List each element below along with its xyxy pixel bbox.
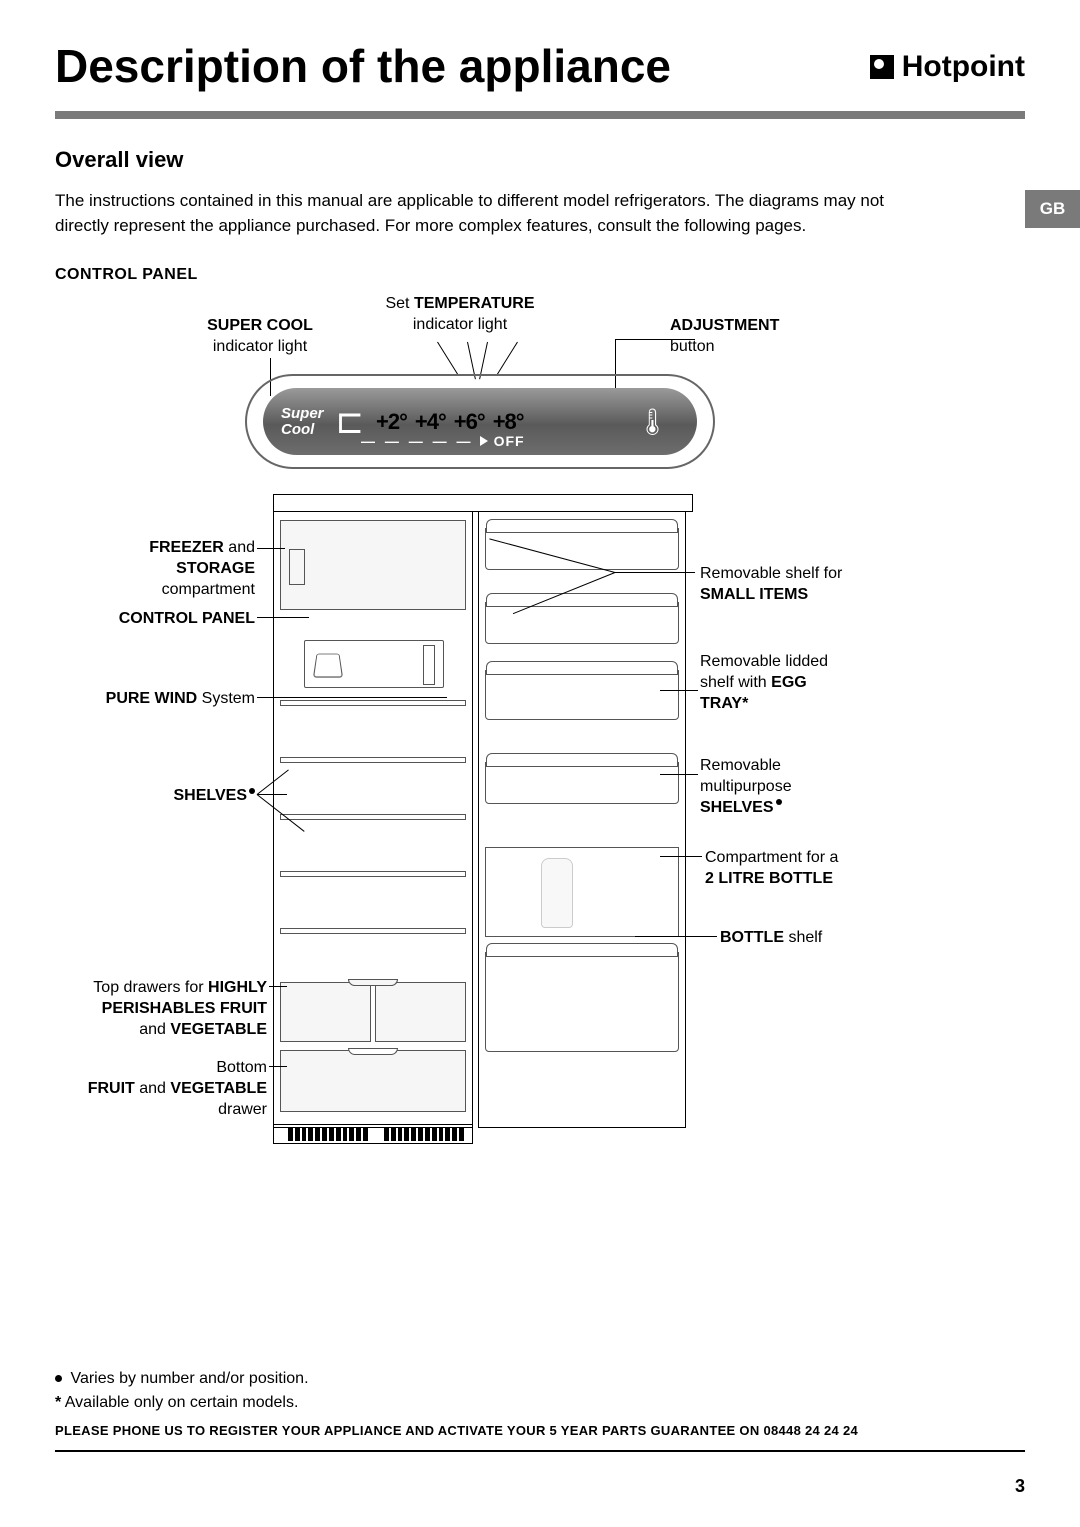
- vent-icon: [384, 1127, 464, 1141]
- label-bottom-drawer: Bottom FRUIT and VEGETABLE drawer: [55, 1058, 267, 1120]
- leader-line: [615, 572, 695, 573]
- freezer-compartment: [280, 520, 466, 610]
- page-title: Description of the appliance: [55, 40, 671, 93]
- register-line: PLEASE PHONE US TO REGISTER YOUR APPLIAN…: [55, 1421, 1025, 1441]
- triangle-icon: [480, 436, 488, 446]
- brand-icon: [870, 55, 894, 79]
- bottle-shelf: [485, 952, 679, 1052]
- leader-line: [635, 936, 717, 937]
- label-egg-tray: Removable lidded shelf with EGG TRAY*: [700, 652, 920, 714]
- shelf: [280, 757, 466, 763]
- section-heading: Overall view: [55, 147, 1025, 173]
- footer-rule: [55, 1450, 1025, 1452]
- leader-line: [269, 986, 287, 987]
- perishables-drawers: [280, 982, 466, 1042]
- label-small-items: Removable shelf for SMALL ITEMS: [700, 564, 920, 606]
- brand-name: Hotpoint: [902, 50, 1025, 84]
- leader-line: [660, 690, 698, 691]
- header-rule: [55, 111, 1025, 119]
- control-unit: [304, 640, 444, 688]
- control-panel-heading: CONTROL PANEL: [55, 266, 1025, 284]
- region-tab: GB: [1025, 190, 1080, 228]
- control-panel-diagram: Super Cool ⊏ +2° +4° +6° +8° — — — — — O…: [245, 374, 715, 469]
- footnote-dot: Varies by number and/or position.: [55, 1367, 1025, 1391]
- label-freezer: FREEZER and STORAGE compartment: [55, 538, 255, 600]
- temperature-readouts: +2° +4° +6° +8°: [376, 409, 524, 435]
- footnotes: Varies by number and/or position. * Avai…: [55, 1367, 1025, 1453]
- fridge-top: [273, 494, 693, 512]
- shelf: [280, 928, 466, 934]
- panel-face: Super Cool ⊏ +2° +4° +6° +8° — — — — — O…: [263, 388, 697, 455]
- leader-line: [269, 1066, 287, 1067]
- leader-line: [257, 794, 287, 795]
- leader-line: [257, 617, 309, 618]
- page-header: Description of the appliance Hotpoint: [55, 40, 1025, 93]
- bottle-compartment: [485, 847, 679, 937]
- label-super-cool: SUPER COOL indicator light: [175, 316, 345, 358]
- label-control-panel: CONTROL PANEL: [55, 609, 255, 630]
- fridge-door: [478, 512, 686, 1128]
- super-cool-text: Super Cool: [281, 406, 324, 438]
- shelf: [280, 871, 466, 877]
- brand-logo: Hotpoint: [870, 50, 1025, 84]
- label-temperature: Set TEMPERATURE indicator light: [355, 294, 565, 336]
- leader-line: [660, 774, 698, 775]
- door-shelf-multi: [485, 762, 679, 804]
- bottle-icon: [541, 858, 573, 928]
- door-shelf-small-items: [485, 602, 679, 644]
- door-shelf-egg-tray: [485, 670, 679, 720]
- label-top-drawers: Top drawers for HIGHLY PERISHABLES FRUIT…: [55, 978, 267, 1040]
- leader-line: [257, 548, 285, 549]
- bottom-drawer: [280, 1050, 466, 1112]
- thermometer-icon: 🌡: [636, 406, 669, 437]
- vent-icon: [288, 1127, 368, 1141]
- off-indicator: — — — — — OFF: [361, 433, 525, 449]
- fridge-base: [273, 1124, 473, 1144]
- fridge-body: [273, 512, 473, 1128]
- label-2l-bottle: Compartment for a 2 LITRE BOTTLE: [705, 848, 925, 890]
- label-adjustment: ADJUSTMENT button: [670, 316, 820, 358]
- bracket-icon: ⊏: [336, 402, 365, 442]
- shelf: [280, 814, 466, 820]
- shelf: [280, 700, 466, 706]
- intro-paragraph: The instructions contained in this manua…: [55, 189, 935, 238]
- label-pure-wind: PURE WIND System: [55, 689, 255, 710]
- leader-line: [660, 856, 702, 857]
- fridge-illustration: [273, 494, 693, 1144]
- label-multi-shelves: Removable multipurpose SHELVES: [700, 756, 920, 818]
- diagram-area: SUPER COOL indicator light Set TEMPERATU…: [55, 294, 1025, 1214]
- label-bottle-shelf: BOTTLE shelf: [720, 928, 940, 949]
- knob-icon: [313, 654, 343, 678]
- leader-line: [615, 339, 695, 340]
- label-shelves: SHELVES: [55, 786, 255, 807]
- footnote-star: * Available only on certain models.: [55, 1391, 1025, 1415]
- leader-line: [257, 697, 447, 698]
- page-number: 3: [1015, 1476, 1025, 1497]
